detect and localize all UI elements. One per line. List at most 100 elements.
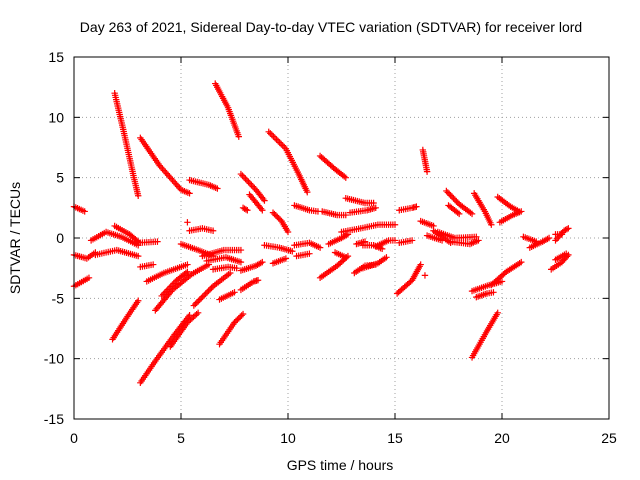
data-point <box>446 190 453 198</box>
y-tick-label: -10 <box>44 351 64 367</box>
data-point <box>195 297 202 305</box>
data-point <box>383 254 390 261</box>
data-point <box>160 167 168 174</box>
data-point <box>279 142 286 149</box>
data-point <box>453 198 460 205</box>
data-point <box>316 244 324 251</box>
y-tick-label: 10 <box>48 109 64 125</box>
data-point <box>154 238 161 245</box>
data-point <box>448 193 456 201</box>
x-tick-label: 0 <box>70 430 78 446</box>
data-point <box>149 261 157 268</box>
data-point <box>413 203 420 210</box>
data-point <box>518 208 525 215</box>
data-point <box>206 286 214 293</box>
data-point <box>417 261 424 268</box>
data-point <box>203 289 211 296</box>
data-point <box>201 291 208 299</box>
data-point <box>186 190 193 197</box>
data-point <box>334 262 341 269</box>
y-tick-labels: 15 10 5 0 -5 -10 -15 <box>44 49 64 427</box>
data-point <box>282 255 290 262</box>
data-point <box>166 173 173 181</box>
y-tick-label: -15 <box>44 411 64 427</box>
x-tick-label: 20 <box>494 430 510 446</box>
data-point <box>275 215 282 222</box>
data-point <box>208 284 215 291</box>
data-point <box>185 317 193 325</box>
data-point <box>184 261 191 268</box>
data-point <box>271 210 278 218</box>
data-point <box>563 225 571 233</box>
data-point <box>274 213 281 221</box>
data-point <box>494 309 501 317</box>
data-point <box>232 317 240 325</box>
data-point <box>447 192 454 199</box>
data-point <box>273 136 280 143</box>
y-tick-label: 15 <box>48 49 64 65</box>
data-point <box>268 131 276 139</box>
data-point <box>545 234 553 242</box>
data-point <box>231 319 238 326</box>
data-point <box>242 175 249 182</box>
y-tick-label: 5 <box>56 170 64 186</box>
data-point <box>254 277 262 284</box>
data-point <box>270 133 277 140</box>
data-point <box>342 211 349 219</box>
data-point <box>421 272 429 279</box>
data-point <box>267 130 274 137</box>
data-point <box>342 254 349 261</box>
data-point <box>451 196 459 203</box>
data-point <box>259 207 266 214</box>
data-point <box>187 316 194 323</box>
data-point <box>391 237 399 244</box>
data-point <box>184 319 191 326</box>
data-point <box>193 310 200 318</box>
data-point <box>475 237 482 244</box>
data-point <box>498 278 506 285</box>
data-point <box>199 293 206 300</box>
x-tick-label: 15 <box>387 430 403 446</box>
y-tick-label: -5 <box>52 290 65 306</box>
data-point <box>227 269 234 277</box>
data-point <box>194 309 202 317</box>
data-point <box>289 248 296 255</box>
data-point <box>259 258 266 266</box>
data-point <box>192 300 199 308</box>
data-point <box>202 290 209 297</box>
data-point <box>342 174 349 181</box>
data-point <box>237 258 245 266</box>
data-point <box>191 312 199 319</box>
data-point <box>456 210 463 218</box>
data-point <box>188 315 196 322</box>
data-point <box>184 219 191 226</box>
data-point <box>284 228 292 236</box>
y-tick-label: 0 <box>56 230 64 246</box>
y-axis-label: SDTVAR / TECUs <box>7 182 23 294</box>
data-point <box>170 178 178 185</box>
data-point <box>391 221 399 228</box>
data-point <box>271 134 279 142</box>
data-point <box>214 185 221 192</box>
data-point <box>167 175 175 182</box>
data-point <box>558 230 565 238</box>
data-point <box>248 181 255 189</box>
data-point <box>277 140 285 148</box>
data-point <box>372 204 379 212</box>
data-point <box>205 287 212 294</box>
data-point <box>234 316 241 323</box>
data-point <box>444 189 451 196</box>
data-point <box>261 197 268 204</box>
data-point <box>239 310 247 318</box>
data-point <box>338 258 346 265</box>
data-point <box>304 188 311 196</box>
data-point <box>190 302 198 309</box>
data-point <box>135 297 142 304</box>
data-point <box>468 210 476 218</box>
data-point <box>242 206 250 213</box>
data-point <box>163 170 170 177</box>
data-point <box>246 180 254 187</box>
data-point <box>265 128 272 136</box>
data-point <box>135 252 142 260</box>
